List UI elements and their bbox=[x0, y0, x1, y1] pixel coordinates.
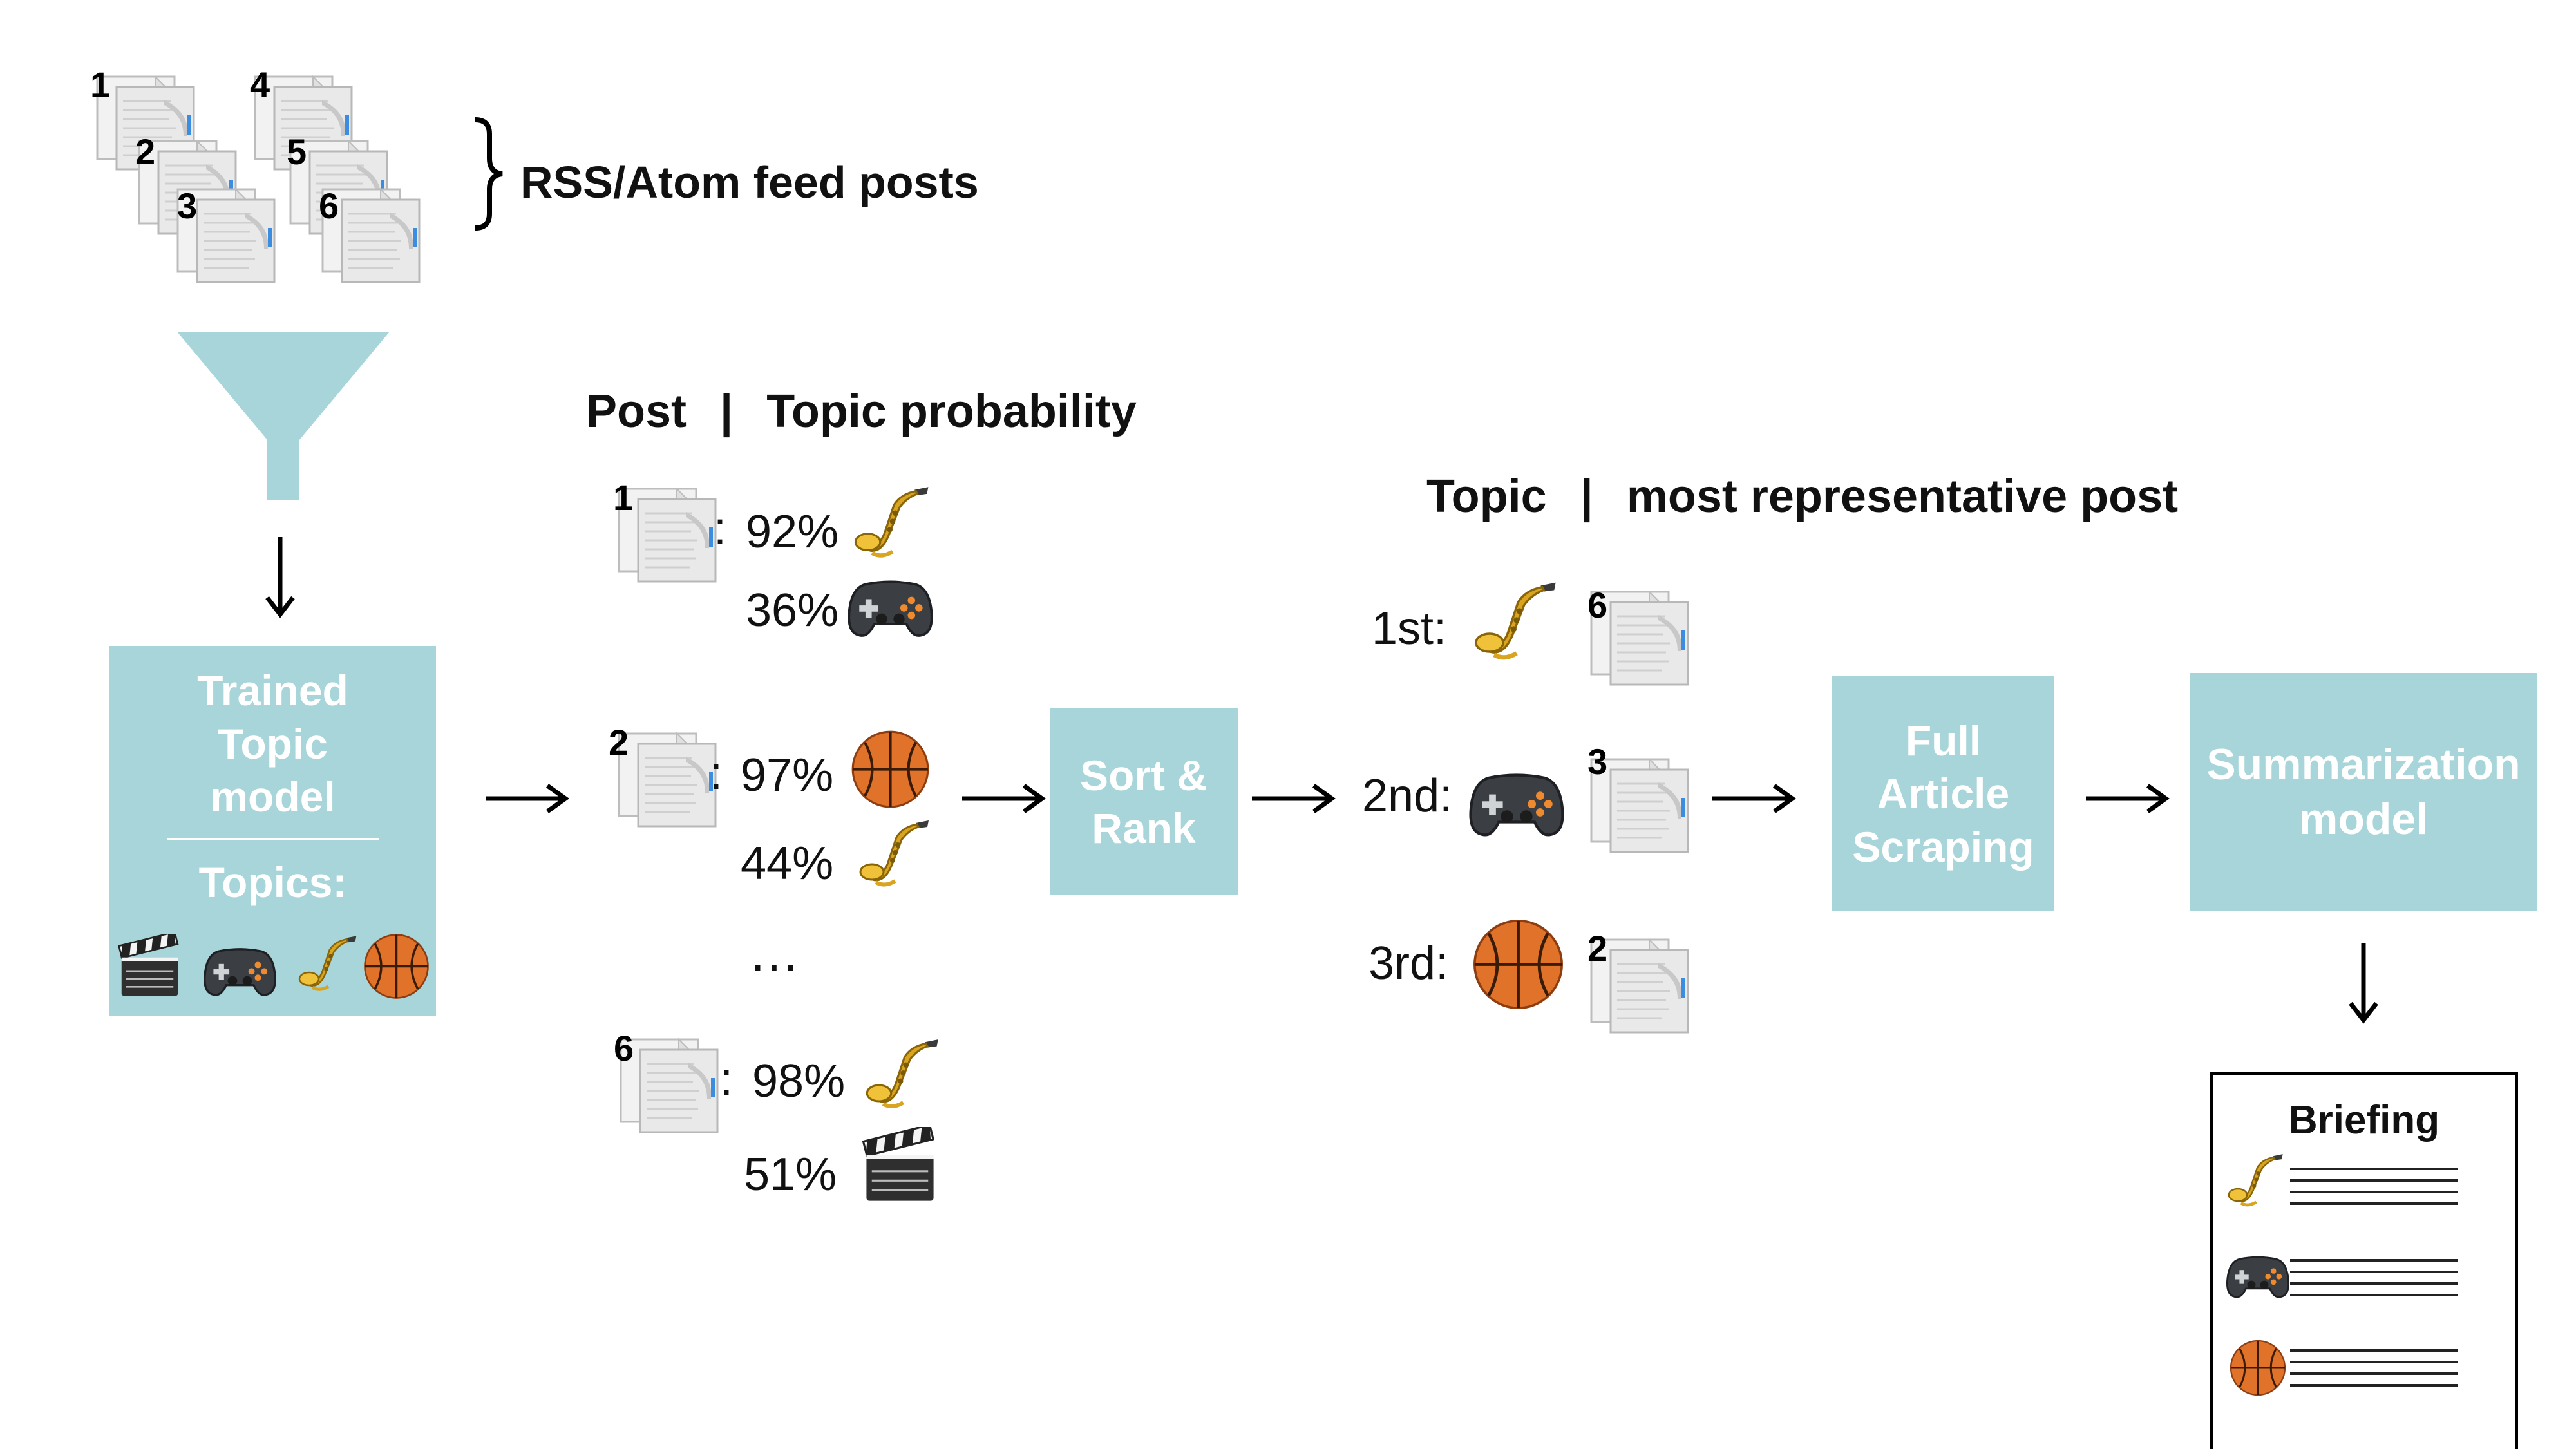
down-arrow-icon bbox=[265, 537, 295, 618]
briefing-text-lines bbox=[2290, 1259, 2458, 1296]
clapperboard-icon bbox=[860, 1127, 940, 1208]
right-arrow-icon bbox=[2086, 784, 2170, 813]
post-colon: : bbox=[720, 1054, 734, 1105]
post-colon: : bbox=[710, 748, 723, 799]
rank-label: 2nd: bbox=[1362, 770, 1453, 822]
briefing-title: Briefing bbox=[2288, 1098, 2440, 1142]
down-arrow-icon bbox=[2349, 943, 2378, 1024]
saxophone-icon bbox=[1472, 580, 1562, 670]
sort-box-line: Sort & bbox=[1080, 751, 1208, 799]
saxophone-icon bbox=[857, 818, 934, 895]
clapperboard-icon bbox=[116, 934, 184, 1001]
briefing-document: Briefing bbox=[2210, 1072, 2518, 1449]
post-header-right: Topic probability bbox=[766, 386, 1137, 437]
doc-number: 3 bbox=[177, 185, 198, 226]
topics-label: Topics: bbox=[198, 858, 347, 906]
basketball-icon bbox=[2229, 1339, 2287, 1397]
post-header: Post | Topic probability bbox=[586, 388, 1137, 435]
right-arrow-icon bbox=[962, 784, 1046, 813]
saxophone-icon bbox=[851, 484, 934, 567]
doc-number: 2 bbox=[135, 131, 156, 172]
rank-post-number: 6 bbox=[1587, 585, 1608, 625]
summarization-model-box: Summarization model bbox=[2190, 673, 2537, 911]
right-arrow-icon bbox=[1712, 784, 1797, 813]
rank-post-number: 3 bbox=[1587, 741, 1608, 782]
ellipsis: … bbox=[748, 924, 800, 981]
scrape-box-line: Scraping bbox=[1852, 822, 2034, 871]
basketball-icon bbox=[1472, 918, 1565, 1011]
post-number: 2 bbox=[609, 722, 629, 762]
topic-model-box: Trained Topic model Topics: bbox=[109, 646, 436, 1016]
gamepad-icon bbox=[847, 572, 934, 643]
probability-value: 36% bbox=[746, 585, 839, 636]
model-title-line: model bbox=[210, 773, 336, 820]
post-header-left: Post bbox=[586, 386, 687, 437]
post-header-separator: | bbox=[720, 386, 734, 437]
doc-number: 5 bbox=[287, 131, 307, 172]
post-colon: : bbox=[714, 503, 727, 554]
probability-value: 97% bbox=[741, 750, 834, 801]
rank-label: 3rd: bbox=[1368, 938, 1449, 989]
document-icon bbox=[615, 731, 718, 828]
briefing-text-lines bbox=[2290, 1168, 2458, 1205]
briefing-text-lines bbox=[2290, 1349, 2458, 1387]
rank-post-number: 2 bbox=[1587, 928, 1608, 969]
model-divider bbox=[166, 837, 379, 840]
doc-number: 4 bbox=[250, 64, 270, 105]
probability-value: 51% bbox=[744, 1149, 837, 1200]
saxophone-icon bbox=[863, 1037, 943, 1117]
feed-label: RSS/Atom feed posts bbox=[520, 157, 979, 207]
scrape-box-line: Article bbox=[1877, 770, 2010, 818]
right-arrow-icon bbox=[486, 784, 570, 813]
summary-box-line: Summarization bbox=[2206, 740, 2521, 789]
post-number: 6 bbox=[614, 1028, 634, 1068]
saxophone-icon bbox=[2226, 1152, 2287, 1213]
rank-header-right: most representative post bbox=[1626, 471, 2179, 522]
model-title-line: Trained bbox=[197, 667, 348, 714]
gamepad-icon bbox=[2226, 1249, 2290, 1303]
article-scraping-box: Full Article Scraping bbox=[1832, 676, 2054, 911]
saxophone-icon bbox=[296, 934, 361, 998]
rank-header-left: Topic bbox=[1426, 471, 1547, 522]
basketball-icon bbox=[850, 729, 931, 810]
funnel-icon bbox=[177, 332, 390, 500]
scrape-box-line: Full bbox=[1905, 716, 1982, 764]
gamepad-icon bbox=[203, 940, 277, 1001]
doc-number: 6 bbox=[319, 185, 339, 226]
curly-brace-icon bbox=[475, 117, 503, 231]
post-number: 1 bbox=[613, 477, 634, 518]
probability-value: 92% bbox=[746, 506, 839, 558]
model-title-line: Topic bbox=[217, 719, 328, 768]
basketball-icon bbox=[363, 933, 430, 1000]
probability-value: 44% bbox=[741, 838, 834, 889]
rank-label: 1st: bbox=[1372, 603, 1447, 654]
right-arrow-icon bbox=[1252, 784, 1336, 813]
doc-number: 1 bbox=[90, 64, 111, 105]
gamepad-icon bbox=[1468, 763, 1565, 844]
sort-box-line: Rank bbox=[1092, 804, 1196, 852]
rank-header: Topic | most representative post bbox=[1426, 473, 2178, 520]
summary-box-line: model bbox=[2298, 795, 2429, 844]
rank-header-separator: | bbox=[1580, 471, 1593, 522]
sort-rank-box: Sort & Rank bbox=[1050, 708, 1238, 895]
probability-value: 98% bbox=[752, 1056, 846, 1107]
